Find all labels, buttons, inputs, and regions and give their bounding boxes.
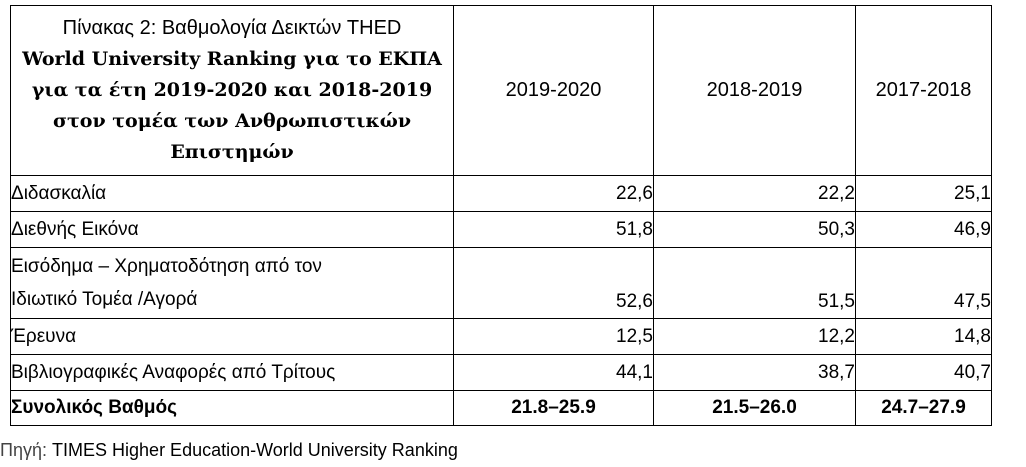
row-label: Διεθνής Εικόνα <box>10 211 454 248</box>
total-row: Συνολικός Βαθμός 21.8–25.9 21.5–26.0 24.… <box>10 390 992 426</box>
title-line: Επιστημών <box>170 141 294 163</box>
row-label-line: Ιδιωτικό Τομέα /Αγορά <box>11 289 198 310</box>
total-label: Συνολικός Βαθμός <box>10 390 454 426</box>
title-line: Πίνακας 2: Βαθμολογία Δεικτών THED <box>62 17 402 39</box>
source-text: TIMES Higher Education-World University … <box>52 440 458 460</box>
cell-value: 40,7 <box>855 354 992 391</box>
cell-value: 22,6 <box>453 175 654 212</box>
cell-value: 51,5 <box>653 247 856 319</box>
table-row: Βιβλιογραφικές Αναφορές από Τρίτους 44,1… <box>10 354 992 391</box>
row-label: Εισόδημα – Χρηματοδότηση από τον Ιδιωτικ… <box>10 247 454 319</box>
title-line: στον τομέα των Ανθρωπιστικών <box>52 110 411 132</box>
title-line: για τα έτη 2019-2020 και 2018-2019 <box>31 79 433 101</box>
table-row: Έρευνα 12,5 12,2 14,8 <box>10 318 992 355</box>
row-label: Διδασκαλία <box>10 175 454 212</box>
column-header-2017-2018: 2017-2018 <box>855 5 992 176</box>
cell-value: 22,2 <box>653 175 856 212</box>
source-prefix: Πηγή: <box>0 440 53 460</box>
cell-value: 47,5 <box>855 247 992 319</box>
cell-value: 12,5 <box>453 318 654 355</box>
table-title: Πίνακας 2: Βαθμολογία Δεικτών THED World… <box>10 5 454 176</box>
table-row: Διεθνής Εικόνα 51,8 50,3 46,9 <box>10 211 992 248</box>
cell-value: 14,8 <box>855 318 992 355</box>
cell-value: 38,7 <box>653 354 856 391</box>
cell-value: 46,9 <box>855 211 992 248</box>
row-label: Έρευνα <box>10 318 454 355</box>
table-row: Εισόδημα – Χρηματοδότηση από τον Ιδιωτικ… <box>10 247 992 319</box>
cell-value: 12,2 <box>653 318 856 355</box>
column-header-2018-2019: 2018-2019 <box>653 5 856 176</box>
row-label-line: Εισόδημα – Χρηματοδότηση από τον <box>11 256 322 277</box>
cell-value: 25,1 <box>855 175 992 212</box>
column-header-2019-2020: 2019-2020 <box>453 5 654 176</box>
total-value: 24.7–27.9 <box>855 390 992 426</box>
cell-value: 52,6 <box>453 247 654 319</box>
row-label: Βιβλιογραφικές Αναφορές από Τρίτους <box>10 354 454 391</box>
total-value: 21.5–26.0 <box>653 390 856 426</box>
cell-value: 50,3 <box>653 211 856 248</box>
header-row: Πίνακας 2: Βαθμολογία Δεικτών THED World… <box>10 5 992 176</box>
cell-value: 44,1 <box>453 354 654 391</box>
table-row: Διδασκαλία 22,6 22,2 25,1 <box>10 175 992 212</box>
source-note: Πηγή: TIMES Higher Education-World Unive… <box>0 440 458 461</box>
ranking-table: Πίνακας 2: Βαθμολογία Δεικτών THED World… <box>10 5 992 426</box>
total-value: 21.8–25.9 <box>453 390 654 426</box>
title-line: World University Ranking για το ΕΚΠΑ <box>22 48 442 70</box>
cell-value: 51,8 <box>453 211 654 248</box>
